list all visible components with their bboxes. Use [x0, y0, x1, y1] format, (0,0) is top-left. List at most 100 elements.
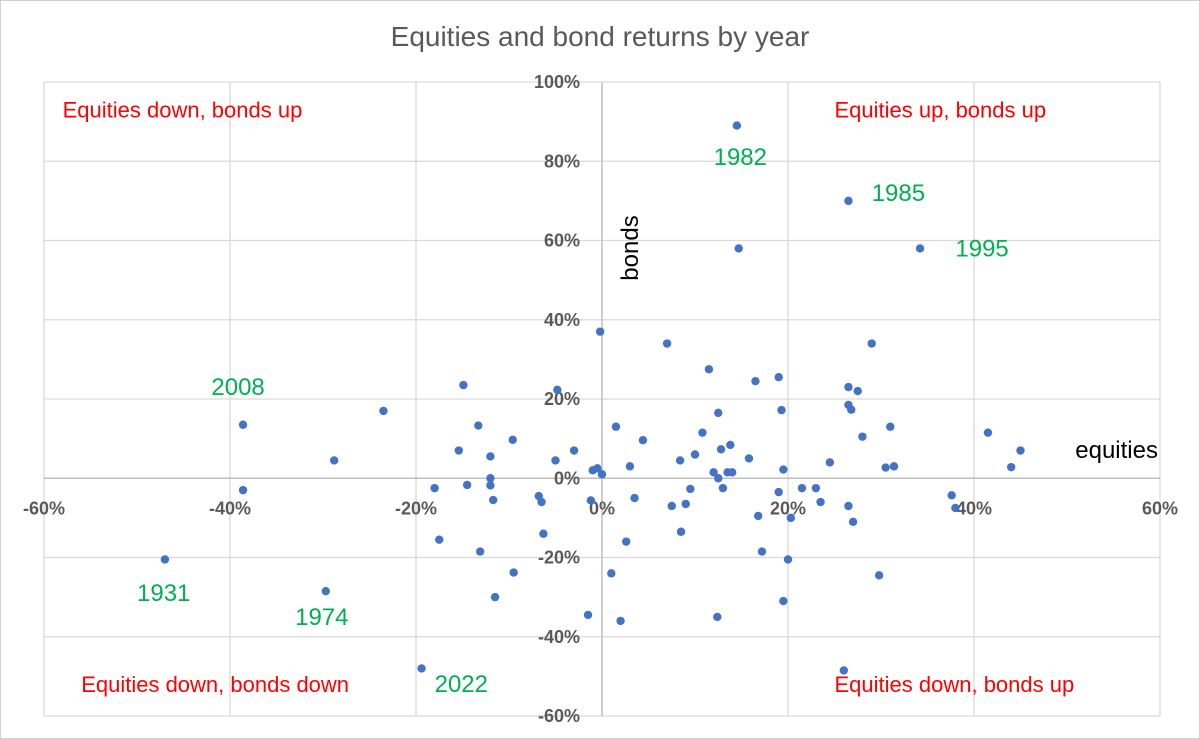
x-tick-label: -20%	[395, 498, 437, 518]
data-point	[732, 121, 742, 130]
data-point	[486, 452, 495, 461]
data-point	[690, 450, 700, 459]
data-point	[825, 458, 835, 467]
data-point	[459, 380, 468, 390]
data-point	[867, 339, 876, 348]
data-point	[797, 483, 807, 493]
data-point	[889, 462, 899, 471]
data-point	[786, 513, 795, 523]
data-point	[1016, 446, 1025, 455]
data-point	[844, 501, 853, 511]
data-point	[728, 468, 737, 477]
data-point	[714, 408, 723, 418]
data-point	[321, 586, 330, 596]
data-point	[816, 497, 825, 507]
data-point	[777, 405, 786, 415]
data-point	[783, 555, 793, 564]
y-tick-label: 60%	[544, 231, 580, 251]
data-point	[686, 484, 695, 494]
data-point	[1007, 462, 1016, 472]
quadrant-label: Equities down, bonds up	[63, 98, 303, 123]
y-tick-label: 20%	[544, 389, 580, 409]
data-point	[430, 483, 439, 493]
x-tick-label: 0%	[589, 498, 615, 518]
data-point	[744, 454, 754, 463]
data-point	[486, 474, 495, 483]
y-tick-label: -40%	[538, 627, 580, 647]
data-point	[595, 327, 605, 336]
quadrant-label: Equities down, bonds down	[81, 672, 349, 697]
data-point	[681, 499, 690, 509]
data-point	[754, 511, 763, 521]
data-point	[915, 244, 925, 253]
data-point	[607, 569, 616, 578]
data-point	[751, 376, 760, 386]
data-point	[734, 244, 743, 253]
y-tick-labels: -60% -40% -20% 0% 20% 40% 60% 80% 100%	[534, 72, 580, 726]
y-tick-label: 100%	[534, 72, 580, 92]
data-point	[417, 664, 426, 673]
data-point	[757, 547, 767, 556]
y-tick-label: -20%	[538, 548, 580, 568]
data-point	[588, 466, 597, 475]
data-point	[379, 406, 388, 416]
data-point	[675, 456, 685, 465]
data-point	[662, 339, 672, 348]
y-axis-label: bonds	[617, 215, 644, 280]
data-point	[853, 386, 862, 396]
data-point	[474, 421, 483, 430]
y-tick-label: 0%	[554, 468, 580, 488]
chart-title: Equities and bond returns by year	[391, 21, 810, 52]
data-point	[714, 474, 723, 483]
data-point	[886, 422, 895, 431]
quadrant-label: Equities up, bonds up	[835, 98, 1047, 123]
data-point	[858, 432, 867, 441]
data-point	[435, 535, 444, 544]
data-point	[951, 503, 960, 513]
data-point	[539, 529, 548, 538]
data-point	[774, 373, 783, 382]
data-point	[583, 610, 593, 620]
year-label: 2022	[435, 671, 488, 698]
y-tick-label: 80%	[544, 151, 580, 171]
x-tick-label: 20%	[770, 498, 806, 518]
data-point	[844, 382, 853, 392]
data-point	[597, 470, 607, 479]
year-label: 1974	[295, 604, 348, 631]
x-tick-label: 40%	[956, 498, 992, 518]
data-point	[874, 571, 884, 580]
data-point	[983, 428, 993, 437]
y-tick-label: -60%	[538, 706, 580, 726]
x-axis-label: equities	[1075, 437, 1158, 464]
data-point	[488, 495, 498, 505]
data-point	[716, 445, 726, 454]
x-tick-labels: -60% -40% -20% 0% 20% 40% 60%	[23, 498, 1178, 518]
data-point	[844, 196, 853, 206]
data-point	[779, 465, 788, 474]
data-points	[160, 121, 1025, 675]
data-point	[726, 440, 735, 450]
x-tick-label: -60%	[23, 498, 65, 518]
data-point	[774, 487, 783, 497]
data-point	[238, 485, 248, 495]
data-point	[839, 666, 848, 675]
year-annotations: 1982 1985 1995 2008 1931 1974 2022	[137, 144, 1009, 698]
data-point	[704, 365, 714, 374]
data-point	[947, 491, 956, 500]
data-point	[553, 385, 562, 395]
year-label: 1995	[955, 235, 1008, 262]
data-point	[611, 422, 621, 431]
data-point	[847, 405, 856, 414]
data-point	[160, 555, 170, 564]
data-point	[718, 483, 728, 493]
data-point	[638, 436, 648, 445]
data-point	[490, 592, 500, 602]
data-point	[486, 481, 495, 490]
data-point	[713, 612, 722, 622]
year-label: 1985	[872, 180, 925, 207]
data-point	[811, 483, 821, 493]
data-point	[881, 463, 890, 472]
data-point	[848, 517, 858, 527]
